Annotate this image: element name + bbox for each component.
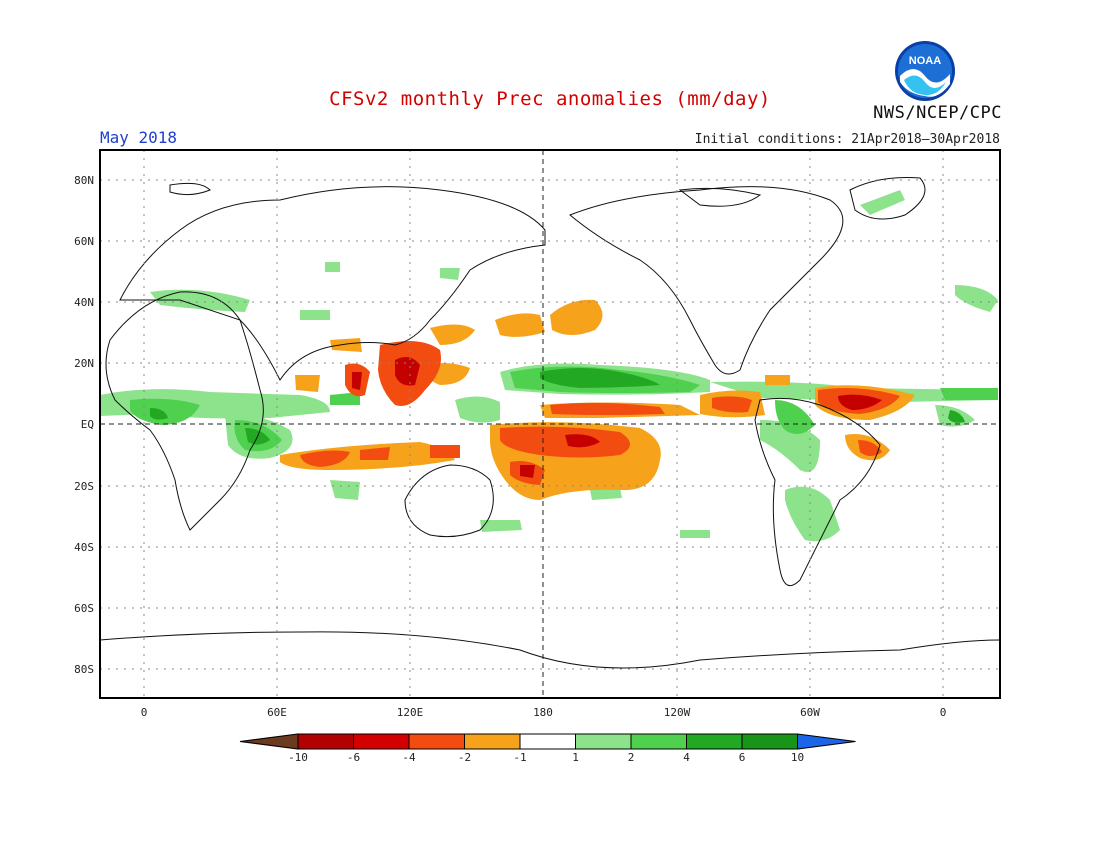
colorbar-label: 10 [791,751,804,764]
lat-axis: 80N 60N 40N 20N EQ 20S 40S 60S 80S [74,174,94,676]
colorbar-swatch [519,733,576,750]
colorbar-label: 1 [572,751,579,764]
lat-label: EQ [81,418,94,431]
lon-label: 120E [397,706,424,719]
gridlines [100,150,1000,698]
colorbar-swatch [464,733,521,750]
lat-label: 20S [74,480,94,493]
colorbar-swatch [686,733,743,750]
lon-label: 120W [664,706,691,719]
colorbar-label: 6 [739,751,746,764]
noaa-logo-icon: NOAA [895,41,955,101]
anomaly-field [100,190,998,542]
map-title: CFSv2 monthly Prec anomalies (mm/day) [329,88,771,110]
colorbar-arrow-low [239,733,299,750]
lat-label: 60N [74,235,94,248]
colorbar-swatch [353,733,410,750]
colorbar-swatch [575,733,632,750]
map-frame [99,149,1001,699]
lat-label: 80N [74,174,94,187]
initial-conditions: Initial conditions: 21Apr2018–30Apr2018 [694,132,1000,147]
lat-label: 60S [74,602,94,615]
colorbar-label: -10 [288,751,308,764]
lon-label: 60W [800,706,820,719]
colorbar-label: 4 [683,751,690,764]
coastlines [100,177,1000,669]
agency-label: NWS/NCEP/CPC [873,103,1002,123]
lat-label: 40N [74,296,94,309]
lon-label: 60E [267,706,287,719]
lon-label: 180 [533,706,553,719]
lat-label: 40S [74,541,94,554]
lon-axis: 0 60E 120E 180 120W 60W 0 [141,706,947,719]
colorbar-label: -4 [402,751,416,764]
svg-text:NOAA: NOAA [909,55,941,67]
colorbar-swatch [297,733,354,750]
colorbar-label: 2 [628,751,635,764]
lon-label: 0 [141,706,148,719]
lat-label: 20N [74,357,94,370]
colorbar-arrow-high [797,733,856,750]
lon-label: 0 [940,706,947,719]
forecast-month: May 2018 [100,128,178,147]
lat-label: 80S [74,663,94,676]
colorbar-label: -6 [347,751,360,764]
colorbar-label: -2 [458,751,471,764]
colorbar-swatch [630,733,687,750]
colorbar: -10 -6 -4 -2 -1 1 2 4 6 10 [239,733,856,764]
colorbar-label: -1 [513,751,526,764]
colorbar-swatch [408,733,465,750]
colorbar-swatch [741,733,798,750]
